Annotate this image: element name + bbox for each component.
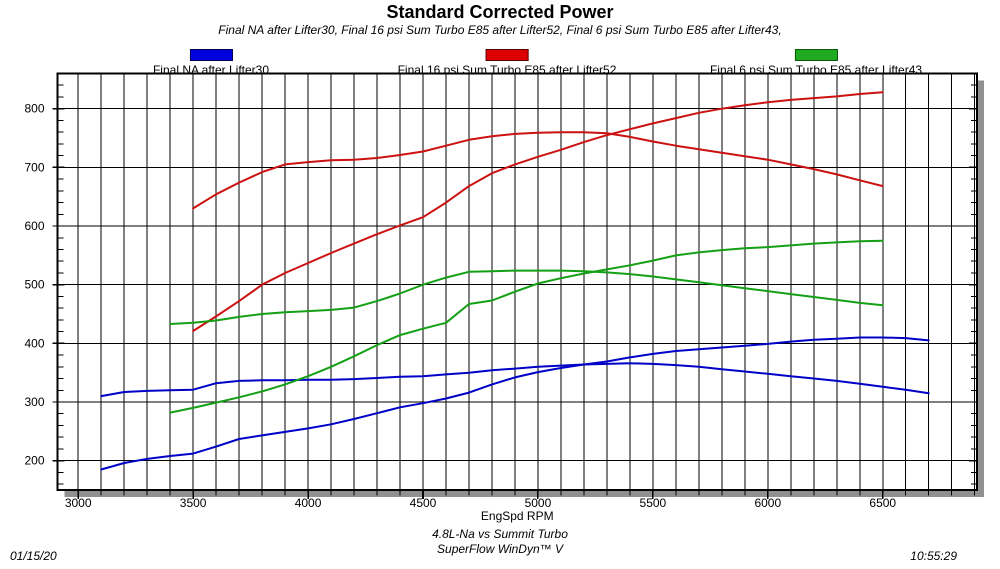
svg-text:3500: 3500 [180, 496, 207, 510]
svg-text:600: 600 [24, 219, 44, 233]
svg-text:5500: 5500 [640, 496, 667, 510]
svg-text:300: 300 [24, 395, 44, 409]
svg-text:400: 400 [24, 336, 44, 350]
x-axis-label: EngSpd RPM [481, 509, 554, 523]
svg-text:800: 800 [24, 102, 44, 116]
footer-time: 10:55:29 [910, 549, 957, 563]
legend-swatch-green [794, 49, 838, 61]
footer-date: 01/15/20 [10, 549, 57, 563]
series-line-turbo16-power [192, 91, 884, 332]
plot-area [57, 73, 977, 490]
series-line-turbo6-power [169, 239, 884, 414]
software-version-note: SuperFlow WinDyn™ V [437, 542, 563, 556]
svg-text:4000: 4000 [295, 496, 322, 510]
svg-text:6000: 6000 [754, 496, 781, 510]
x-tick-labels: 3000 3500 4000 4500 5000 5500 6000 6500 [65, 496, 897, 510]
y-tick-labels: 200 300 400 500 600 700 800 [24, 102, 44, 468]
plot-border [56, 72, 978, 491]
legend-swatch-blue [189, 49, 233, 61]
svg-text:200: 200 [24, 454, 44, 468]
svg-text:6500: 6500 [869, 496, 896, 510]
legend-swatch-red [485, 49, 529, 61]
series-line-na-torque [100, 362, 930, 398]
svg-text:3000: 3000 [65, 496, 92, 510]
series-line-turbo6-torque [169, 269, 884, 325]
svg-text:700: 700 [24, 160, 44, 174]
dyno-comparison-note: 4.8L-Na vs Summit Turbo [432, 527, 568, 541]
chart-subtitle: Final NA after Lifter30, Final 16 psi Su… [218, 23, 782, 37]
svg-text:5000: 5000 [525, 496, 552, 510]
series-line-na-power [100, 336, 930, 471]
svg-text:4500: 4500 [410, 496, 437, 510]
svg-text:500: 500 [24, 278, 44, 292]
chart-title: Standard Corrected Power [386, 2, 614, 22]
series-line-turbo16-torque [192, 131, 884, 210]
grid [57, 73, 977, 490]
